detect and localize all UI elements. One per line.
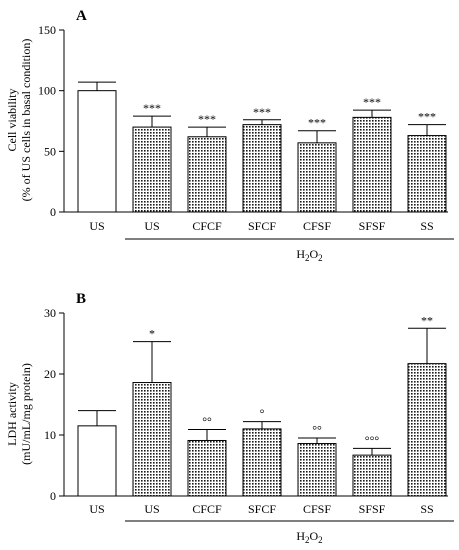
panel-b-bar [407, 363, 447, 497]
panel-b-y-tick-label: 0 [50, 489, 56, 503]
panel-a-significance-label: *** [308, 116, 326, 130]
panel-b-significance-label: * [149, 327, 155, 341]
panel-a-ylabel-line2: (% of US cells in basal condition) [19, 39, 33, 202]
panel-b-letter: B [76, 291, 86, 307]
subscript: 2 [305, 535, 310, 545]
panel-a-category-label: CFCF [192, 219, 222, 233]
panel-a-category-label: US [144, 219, 159, 233]
panel-a-y-tick-label: 50 [44, 144, 56, 158]
panel-a-significance-label: *** [198, 112, 216, 126]
panel-a-y-axis-title: Cell viability (% of US cells in basal c… [5, 39, 33, 202]
panel-b-significance-label: ** [421, 313, 433, 327]
panel-a-bar [407, 135, 447, 213]
panel-a-category-label: CFSF [303, 219, 331, 233]
panel-b-category-label: SFCF [248, 502, 276, 516]
panel-b-ylabel-line1: LDH activity [5, 382, 19, 446]
panel-a-significance-label: *** [363, 95, 381, 109]
panel-b-category-label: CFCF [192, 502, 222, 516]
panel-a-group-label: H2O2 [296, 247, 322, 263]
panel-b-bar [77, 425, 117, 497]
panel-a-ylabel-line1: Cell viability [5, 89, 19, 152]
panel-a-significance-label: *** [253, 105, 271, 119]
panel-b-category-label: CFSF [303, 502, 331, 516]
panel-b-significance-label: °° [202, 415, 212, 429]
panel-b: B LDH activity (mU/mL/mg protein) 0 10 20 3… [5, 291, 454, 545]
panel-a-significance-label: *** [143, 101, 161, 115]
panel-a-bar [242, 124, 282, 213]
subscript: 2 [318, 253, 323, 263]
panel-a-y-tick-label: 0 [50, 205, 56, 219]
panel-b-plot: 0 10 20 30 US * US °° CFCF ° SFCF °° CFSF °°° SFSF ** SS… [44, 306, 454, 545]
panel-a-letter: A [76, 8, 87, 24]
panel-b-bar [242, 428, 282, 497]
panel-b-y-axis-title: LDH activity (mU/mL/mg protein) [5, 363, 33, 465]
panel-a-bar [352, 116, 392, 213]
panel-b-category-label: US [144, 502, 159, 516]
panel-a-category-label: SFSF [359, 219, 386, 233]
panel-b-category-label: US [89, 502, 104, 516]
panel-b-category-label: SS [420, 502, 433, 516]
panel-b-group-label: H2O2 [296, 529, 322, 545]
panel-b-y-tick-label: 20 [44, 367, 56, 381]
group-label-part: O [310, 247, 319, 261]
panel-a: A Cell viability (% of US cells in basal… [5, 8, 454, 263]
panel-a-category-label: US [89, 219, 104, 233]
panel-a-bar [132, 126, 172, 213]
panel-a-y-tick-label: 150 [38, 23, 56, 37]
panel-a-plot: 0 50 100 150 US *** US *** CFCF *** SFCF *** CFSF ***… [38, 23, 454, 263]
group-label-part: H [296, 529, 305, 543]
panel-b-ylabel-line2: (mU/mL/mg protein) [19, 363, 33, 465]
panel-b-significance-label: °°° [365, 433, 380, 447]
panel-a-significance-label: *** [418, 110, 436, 124]
panel-b-bar [132, 382, 172, 497]
group-label-part: H [296, 247, 305, 261]
panel-b-y-tick-label: 10 [44, 428, 56, 442]
panel-a-category-label: SFCF [248, 219, 276, 233]
subscript: 2 [305, 253, 310, 263]
panel-b-bar [297, 443, 337, 497]
panel-a-bar [77, 90, 117, 213]
panel-a-bar [297, 142, 337, 213]
panel-a-category-label: SS [420, 219, 433, 233]
panel-a-y-tick-label: 100 [38, 84, 56, 98]
panel-b-significance-label: ° [260, 407, 265, 421]
panel-b-bar [187, 439, 227, 497]
panel-b-bar [352, 454, 392, 497]
group-label-part: O [310, 529, 319, 543]
panel-b-significance-label: °° [312, 423, 322, 437]
subscript: 2 [318, 535, 323, 545]
panel-b-category-label: SFSF [359, 502, 386, 516]
panel-b-y-tick-label: 30 [44, 306, 56, 320]
panel-a-bar [187, 136, 227, 213]
